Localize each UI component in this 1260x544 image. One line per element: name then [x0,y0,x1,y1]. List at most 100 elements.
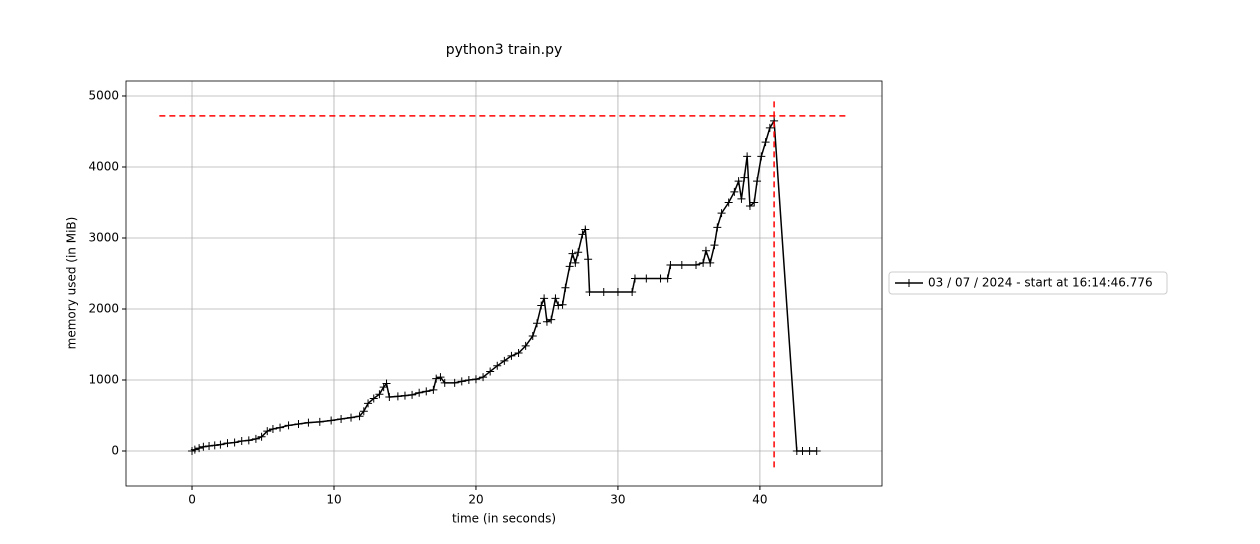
data-marker [750,198,759,207]
chart-title: python3 train.py [446,42,563,58]
data-marker [244,436,253,445]
data-marker [745,202,754,211]
data-marker [812,446,821,455]
data-marker [315,417,324,426]
x-tick-label: 40 [752,493,767,507]
data-marker [743,152,752,161]
y-tick-label: 1000 [88,372,119,386]
data-marker [507,351,516,360]
data-marker [663,274,672,283]
data-marker [230,438,239,447]
data-line [191,118,817,452]
data-marker [571,258,580,267]
data-marker [337,415,346,424]
data-marker [558,300,567,309]
data-marker [547,315,556,324]
y-tick-label: 4000 [88,159,119,173]
y-tick-label: 2000 [88,301,119,315]
data-marker [568,249,577,258]
data-marker [701,246,710,255]
data-marker [450,378,459,387]
data-marker [375,390,384,399]
data-marker [521,341,530,350]
data-marker [578,230,587,239]
data-marker [364,399,373,408]
data-marker [359,407,368,416]
x-tick-label: 20 [468,493,483,507]
data-marker [400,391,409,400]
data-marker [730,187,739,196]
data-marker [599,287,608,296]
data-marker [757,152,766,161]
data-marker [190,445,199,454]
x-tick-label: 30 [610,493,625,507]
data-marker [584,255,593,264]
data-marker [205,442,214,451]
data-marker [422,387,431,396]
data-marker [216,440,225,449]
data-marker [656,274,665,283]
data-marker [257,432,266,441]
y-axis-label: memory used (in MiB) [65,217,79,350]
data-marker [666,260,675,269]
data-marker [237,437,246,446]
data-marker [471,375,480,384]
data-marker [408,390,417,399]
data-marker [798,446,807,455]
data-marker [415,388,424,397]
data-marker [284,421,293,430]
data-marker [551,294,560,303]
data-marker [276,423,285,432]
data-marker [805,446,814,455]
data-marker [699,258,708,267]
data-marker [565,262,574,271]
data-marker [304,418,313,427]
data-marker [533,319,542,328]
data-marker [457,377,466,386]
data-marker [724,198,733,207]
data-marker [479,373,488,382]
data-marker [737,194,746,203]
data-marker [613,287,622,296]
data-marker [514,349,523,358]
data-marker [429,385,438,394]
y-tick-label: 0 [111,443,119,457]
data-marker [436,373,445,382]
data-marker [432,374,441,383]
x-axis-label: time (in seconds) [452,512,556,526]
data-marker [713,223,722,232]
data-marker [692,260,701,269]
x-tick-label: 10 [326,493,341,507]
data-marker [528,331,537,340]
data-marker [554,301,563,310]
data-marker [393,392,402,401]
data-marker [761,138,770,147]
data-marker [574,248,583,257]
data-marker [382,379,391,388]
data-marker [540,294,549,303]
data-marker [486,367,495,376]
data-marker [710,241,719,250]
data-marker [210,441,219,450]
data-marker [294,420,303,429]
legend-marker [905,279,913,287]
data-marker [440,378,449,387]
data-marker [677,260,686,269]
data-marker [327,416,336,425]
data-marker [581,225,590,234]
data-marker [585,287,594,296]
data-marker [347,413,356,422]
data-marker [500,356,509,365]
data-marker [630,274,639,283]
data-marker [385,393,394,402]
data-marker [199,442,208,451]
data-marker [493,361,502,370]
plot-frame [125,80,883,487]
x-tick-label: 0 [188,493,196,507]
data-marker [706,258,715,267]
data-marker [537,301,546,310]
data-marker [753,177,762,186]
data-marker [369,394,378,403]
